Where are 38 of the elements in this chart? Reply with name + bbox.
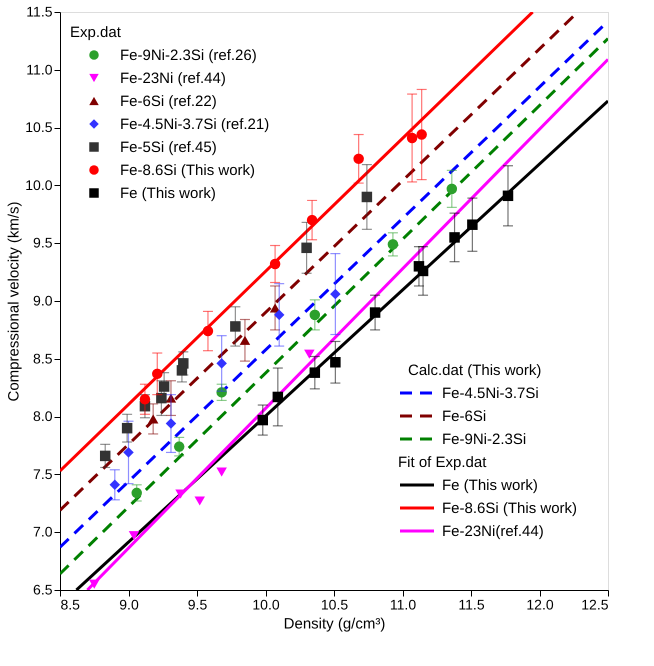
y-tick-label: 11.5 [26, 4, 53, 20]
y-tick-label: 8.5 [33, 350, 53, 366]
legend-label: Fe (This work) [442, 477, 538, 494]
legend-label: Fe-8.6Si (This work) [120, 162, 256, 179]
legend-label: Fe-5Si (ref.45) [120, 139, 217, 156]
y-tick-label: 9.0 [33, 292, 53, 308]
legend-label: Fe-23Ni(ref.44) [442, 523, 544, 540]
legend-label: Fe-4.5Ni-3.7Si [442, 385, 539, 402]
legend-title: Exp.dat [70, 24, 122, 41]
legend-label: Fe-9Ni-2.3Si [442, 431, 526, 448]
legend-label: Fe-8.6Si (This work) [442, 500, 578, 517]
y-tick-label: 6.5 [33, 582, 53, 598]
x-tick-label: 11.5 [458, 596, 485, 612]
legend-label: Fe-9Ni-2.3Si (ref.26) [120, 47, 257, 64]
annotation: Fit of Exp.dat [398, 454, 488, 471]
x-tick-label: 8.5 [60, 596, 80, 612]
legend-label: Fe-4.5Ni-3.7Si (ref.21) [120, 116, 270, 133]
x-tick-label: 10.5 [320, 596, 348, 612]
y-tick-label: 9.5 [33, 234, 53, 251]
annotation: Calc.dat (This work) [408, 362, 542, 379]
y-tick-label: 10.5 [25, 119, 53, 136]
legend-label: Fe-6Si (ref.22) [120, 93, 217, 110]
x-tick-label: 9.0 [119, 596, 139, 612]
x-tick-label: 10.0 [252, 596, 280, 612]
legend-label: Fe (This work) [120, 185, 216, 202]
y-tick-label: 7.0 [33, 524, 53, 540]
x-axis-title: Density (g/cm³) [284, 616, 386, 632]
x-tick-label: 12.0 [526, 596, 554, 612]
y-tick-label: 10.0 [25, 176, 53, 193]
x-tick-label: 11.0 [390, 596, 416, 612]
x-tick-label: 9.5 [188, 596, 208, 612]
legend-label: Fe-6Si [442, 408, 486, 425]
legend-label: Fe-23Ni (ref.44) [120, 70, 226, 87]
y-tick-label: 11.0 [26, 61, 53, 78]
y-tick-label: 7.5 [33, 466, 53, 482]
y-tick-label: 8.0 [33, 408, 53, 424]
y-axis-title: Compressional velocity (km/s) [5, 201, 22, 402]
x-tick-label: 12.5 [581, 596, 609, 612]
